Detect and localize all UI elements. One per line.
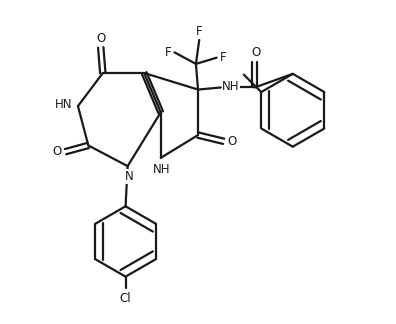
- Text: HN: HN: [55, 98, 72, 110]
- Text: NH: NH: [153, 163, 170, 176]
- Text: F: F: [196, 25, 203, 38]
- Text: O: O: [53, 145, 62, 158]
- Text: O: O: [227, 135, 236, 148]
- Text: Cl: Cl: [120, 292, 131, 305]
- Text: NH: NH: [223, 80, 240, 93]
- Text: O: O: [96, 32, 105, 45]
- Text: O: O: [251, 46, 260, 59]
- Text: F: F: [219, 51, 226, 64]
- Text: N: N: [125, 170, 134, 183]
- Text: F: F: [165, 46, 171, 59]
